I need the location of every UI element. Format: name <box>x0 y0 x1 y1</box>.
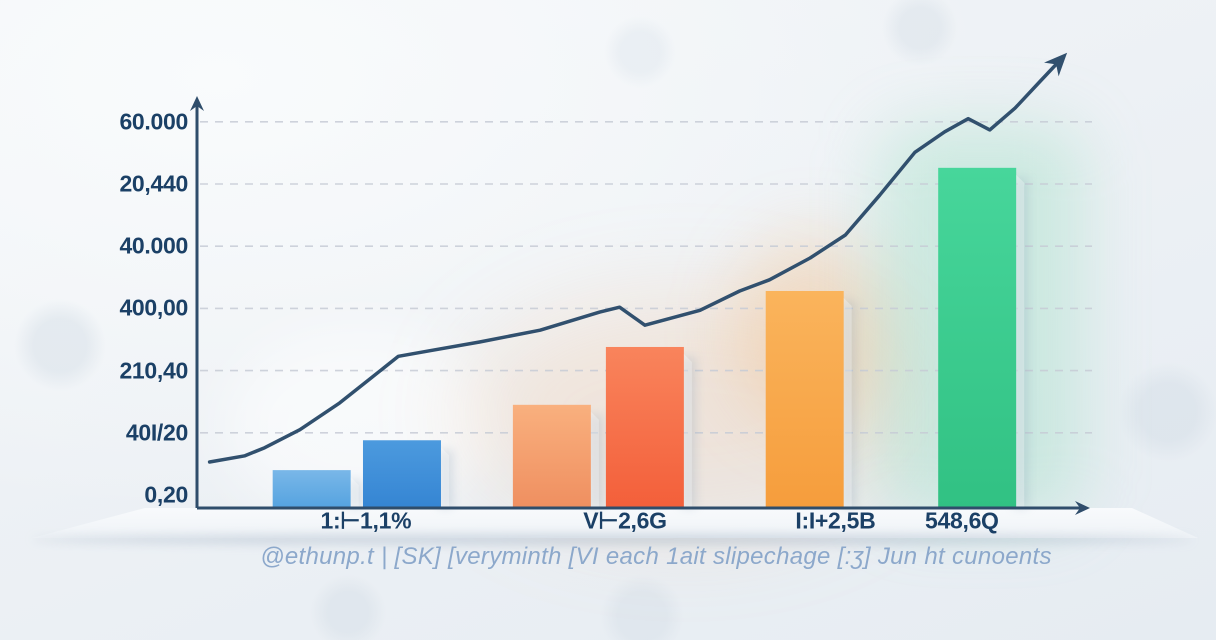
bar-shadow <box>587 414 603 508</box>
bar-side-face <box>683 353 692 508</box>
bar-shadow <box>437 450 453 508</box>
bar-shadow <box>680 356 696 508</box>
bar-side-face <box>440 447 449 508</box>
bar-side-face <box>590 411 599 508</box>
bar-side-face <box>350 477 359 508</box>
x-axis-tick-label: 548,6Q <box>925 507 999 534</box>
caption-text: @ethunp.t | [SK] [veryminth [VI each 1ai… <box>260 543 1052 570</box>
bar-side-face <box>1016 174 1025 508</box>
y-axis-tick-label: 40.000 <box>119 232 188 259</box>
y-axis-tick-label: 20,440 <box>119 170 188 197</box>
bar <box>362 440 441 508</box>
floor-shadow <box>32 535 1192 544</box>
bar <box>938 167 1017 508</box>
y-axis-tick-label: 0,20 <box>144 481 188 508</box>
y-axis-tick-label: 210,40 <box>119 357 188 384</box>
bar-shadow <box>1013 177 1029 508</box>
bar-side-face <box>843 297 852 508</box>
y-axis-tick-label: 40I/20 <box>125 419 188 446</box>
bar-shadow <box>840 300 856 508</box>
x-axis-tick-label: 1:⊢1,1% <box>320 507 412 534</box>
trend-line-layer <box>207 52 1068 464</box>
y-axis-tick-label: 60.000 <box>119 108 188 135</box>
x-axis-tick-label: V⊢2,6G <box>583 507 667 534</box>
axes <box>190 96 1090 515</box>
trend-line <box>207 52 1068 464</box>
bar <box>512 404 591 508</box>
x-axis-tick-label: I:I+2,5B <box>795 507 876 534</box>
y-axis-tick-label: 400,00 <box>119 294 188 321</box>
bars-layer <box>272 167 1029 508</box>
bar <box>765 290 844 508</box>
bar-shadow <box>347 480 363 508</box>
floor-platform <box>32 508 1198 538</box>
bar <box>272 470 351 508</box>
bar <box>605 346 684 508</box>
